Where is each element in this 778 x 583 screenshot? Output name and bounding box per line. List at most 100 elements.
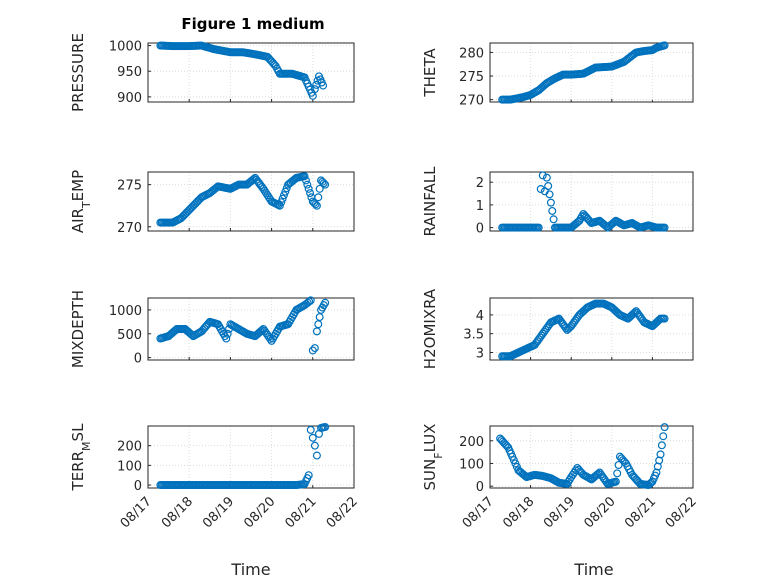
data-point xyxy=(310,441,319,450)
data-point xyxy=(310,85,319,94)
y-tick-label: 3.5 xyxy=(463,328,484,343)
data-point xyxy=(564,324,573,333)
data-point xyxy=(321,422,330,431)
y-tick-label: 280 xyxy=(459,46,484,61)
y-axis-label: PRESSURE xyxy=(69,33,87,112)
data-point xyxy=(657,441,666,450)
y-tick-label: 200 xyxy=(117,440,142,455)
x-tick-label: 08/22 xyxy=(663,494,700,531)
data-point xyxy=(223,329,232,338)
data-point xyxy=(259,325,268,334)
plot-frame xyxy=(147,297,355,361)
data-point xyxy=(544,181,553,190)
data-point xyxy=(656,450,665,459)
subplot-4: 0 500 1000 MIXDEPTH xyxy=(69,290,355,368)
y-tick-label: 1000 xyxy=(109,40,142,55)
x-axis-label-left: Time xyxy=(230,560,270,579)
data-point xyxy=(222,334,231,343)
data-point xyxy=(660,223,669,232)
data-point xyxy=(304,184,313,193)
data-point xyxy=(614,460,623,469)
y-tick-label: 270 xyxy=(459,94,484,109)
x-tick-label: 08/19 xyxy=(541,494,578,531)
data-point xyxy=(660,423,669,432)
data-point xyxy=(306,189,315,198)
data-point xyxy=(660,314,669,323)
data-point xyxy=(660,41,669,50)
data-point xyxy=(281,187,290,196)
y-axis-label: MIXDEPTH xyxy=(69,290,87,368)
y-axis-label: THETA xyxy=(421,48,439,98)
data-point xyxy=(301,176,310,185)
data-point xyxy=(536,185,545,194)
data-point xyxy=(312,451,321,460)
y-tick-label: 900 xyxy=(117,91,142,106)
x-tick-label: 08/20 xyxy=(241,494,278,531)
data-point xyxy=(319,179,328,188)
data-point xyxy=(545,190,554,199)
subplot-2: 270 275 AIRTEMP xyxy=(69,170,355,236)
data-point xyxy=(305,297,314,306)
y-axis-label: TERRMSL xyxy=(69,423,93,492)
data-point xyxy=(534,223,543,232)
x-tick-label: 08/18 xyxy=(159,494,196,531)
plot-frame xyxy=(147,42,355,103)
subplot-5: 3 3.5 4 H2OMIXRA xyxy=(421,288,694,369)
y-tick-label: 1 xyxy=(476,199,484,214)
data-point xyxy=(308,346,317,355)
x-tick-label: 08/21 xyxy=(283,494,320,531)
data-point xyxy=(314,193,323,202)
y-axis-label: SUNFLUX xyxy=(421,424,445,491)
data-point xyxy=(538,171,547,180)
y-tick-label: 0 xyxy=(134,352,142,367)
x-tick-label: 08/19 xyxy=(200,494,237,531)
data-point xyxy=(278,194,287,203)
y-axis-label: RAINFALL xyxy=(421,166,439,237)
y-tick-label: 100 xyxy=(459,457,484,472)
y-tick-label: 0 xyxy=(134,479,142,494)
data-point xyxy=(315,184,324,193)
data-point xyxy=(304,471,313,480)
data-point xyxy=(310,344,319,353)
data-point xyxy=(306,296,315,305)
x-tick-label: 08/18 xyxy=(500,494,537,531)
data-point xyxy=(546,198,555,207)
y-tick-label: 950 xyxy=(117,65,142,80)
x-tick-label: 08/20 xyxy=(582,494,619,531)
y-tick-label: 500 xyxy=(117,328,142,343)
data-point xyxy=(321,180,330,189)
subplot-3: 0 1 2 RAINFALL xyxy=(421,166,694,237)
data-point xyxy=(613,469,622,478)
plot-frame xyxy=(489,42,694,103)
data-point xyxy=(275,201,284,210)
data-point xyxy=(542,173,551,182)
subplot-0: 900 950 1000 PRESSURE xyxy=(69,33,355,112)
data-point xyxy=(647,478,656,487)
data-point xyxy=(319,81,328,90)
x-tick-label: 08/22 xyxy=(324,494,361,531)
data-point xyxy=(549,215,558,224)
plot-area xyxy=(147,425,355,489)
data-point xyxy=(277,198,286,207)
plot-frame xyxy=(147,171,355,232)
x-tick-label: 08/17 xyxy=(460,494,497,531)
plot-frame xyxy=(489,425,694,489)
plot-frame xyxy=(489,171,694,232)
y-tick-label: 1000 xyxy=(109,304,142,319)
data-point xyxy=(303,180,312,189)
y-tick-label: 275 xyxy=(117,179,142,194)
subplot-6: 0 100 200 08/17 08/18 08/19 08/20 08/21 08/22 TER… xyxy=(69,423,361,531)
data-point xyxy=(306,425,315,434)
data-point xyxy=(270,60,279,69)
subplot-1: 270 275 280 THETA xyxy=(421,41,694,109)
subplot-7: 0 100 200 08/17 08/18 08/19 08/20 08/21 08/22 SUN… xyxy=(421,423,700,531)
data-point xyxy=(300,172,309,181)
y-tick-label: 0 xyxy=(476,222,484,237)
y-tick-label: 100 xyxy=(117,459,142,474)
y-tick-label: 2 xyxy=(476,176,484,191)
y-axis-label: AIRTEMP xyxy=(69,170,93,233)
y-tick-label: 275 xyxy=(459,70,484,85)
y-tick-label: 0 xyxy=(476,480,484,495)
data-point xyxy=(659,432,668,441)
